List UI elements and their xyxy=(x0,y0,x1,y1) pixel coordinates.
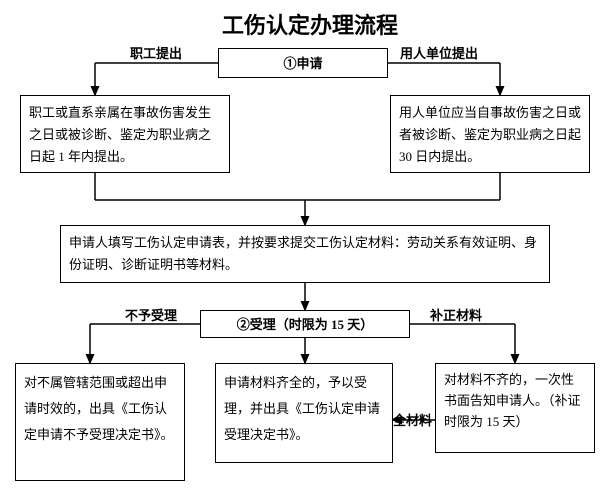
step2-box: ②受理（时限为 15 天） xyxy=(200,310,410,338)
employer-box: 用人单位应当自事故伤害之日或者被诊断、鉴定为职业病之日起 30 日内提出。 xyxy=(390,95,590,173)
step2-text: ②受理（时限为 15 天） xyxy=(237,317,374,332)
flowchart-canvas: 工伤认定办理流程 ①申请 职工提出 用人单位提出 职工或直系亲属在事故伤害发生之… xyxy=(0,0,606,500)
label-supplement: 补正材料 xyxy=(430,305,482,324)
accept-box: 申请材料齐全的，予以受理，并出具《工伤认定申请受理决定书》。 xyxy=(215,363,393,463)
label-not-accept: 不予受理 xyxy=(125,305,177,324)
reject-box: 对不属管辖范围或超出申请时效的，出具《工伤认定申请不予受理决定书》。 xyxy=(15,363,185,481)
label-employer-submit: 用人单位提出 xyxy=(400,43,478,62)
step1-box: ①申请 xyxy=(218,48,388,78)
supplement-box: 对材料不齐的，一次性书面告知申请人。（补证时限为 15 天） xyxy=(435,363,595,453)
step1-text: ①申请 xyxy=(283,56,322,71)
employee-box: 职工或直系亲属在事故伤害发生之日或被诊断、鉴定为职业病之日起 1 年内提出。 xyxy=(20,95,230,173)
label-emp-submit: 职工提出 xyxy=(130,43,182,62)
materials-box: 申请人填写工伤认定申请表，并按要求提交工伤认定材料：劳动关系有效证明、身份证明、… xyxy=(60,225,550,283)
flowchart-title: 工伤认定办理流程 xyxy=(190,8,430,40)
